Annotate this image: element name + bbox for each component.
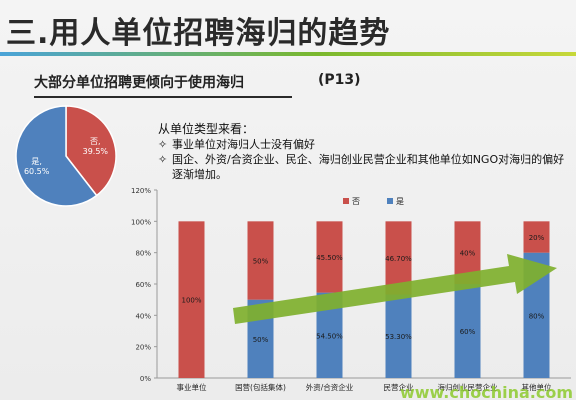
notes-heading: 从单位类型来看：: [158, 122, 255, 136]
y-tick-label: 40%: [135, 312, 151, 320]
x-tick-label: 国营(包括集体): [235, 382, 286, 392]
bar-segment-no: [523, 221, 550, 253]
pie-chart: 否, 39.5% 是, 60.5%: [15, 105, 117, 207]
data-label-yes: 80%: [529, 312, 545, 320]
bullet-icon: ✧: [158, 153, 168, 166]
legend-swatch: [387, 198, 393, 204]
bar-segment-yes: [454, 284, 481, 378]
note-text: 国企、外资/合资企业、民企、海归创业民营企业和其他单位如NGO对海归的偏好逐渐增…: [172, 153, 565, 181]
data-label-no: 45.50%: [316, 254, 343, 262]
pie-slice: [65, 105, 117, 197]
note-item: ✧ 事业单位对海归人士没有偏好: [158, 137, 570, 152]
x-tick-label: 事业单位: [177, 382, 207, 392]
x-tick-label: 外资/合资企业: [306, 382, 354, 392]
data-label-no: 20%: [529, 234, 545, 242]
data-label-yes: 60%: [460, 328, 476, 336]
bar-segment-yes: [385, 294, 412, 378]
trend-arrow: [233, 254, 557, 324]
watermark: www.chochina.com: [400, 383, 573, 400]
bar-segment-no: [178, 221, 205, 378]
bar-segment-no: [247, 221, 274, 300]
data-label-yes: 53.30%: [385, 333, 412, 341]
y-tick-label: 80%: [135, 250, 151, 258]
y-tick-label: 120%: [131, 187, 151, 195]
x-tick-label: 海归创业民营企业: [438, 382, 498, 392]
y-tick-label: 60%: [135, 281, 151, 289]
stacked-bar-chart: 0% 20% 40% 60% 80% 100% 120% 否 是 100% 事业单位 50% 50% 国营…: [131, 187, 573, 400]
pie-slice-label: 否, 39.5%: [83, 137, 109, 156]
data-label-yes: 50%: [253, 336, 269, 344]
pie-slice-label: 是, 60.5%: [24, 157, 50, 176]
data-label-no: 50%: [253, 258, 269, 266]
y-tick-label: 20%: [135, 344, 151, 352]
x-tick-label: 其他单位: [522, 382, 552, 392]
data-label-no: 40%: [460, 250, 476, 258]
subtitle-underline: [34, 96, 292, 98]
legend-swatch: [343, 198, 349, 204]
data-label-yes: 54.50%: [316, 332, 343, 340]
y-tick-label: 0%: [140, 375, 151, 383]
note-text: 事业单位对海归人士没有偏好: [172, 138, 315, 151]
legend-label: 否: [352, 197, 360, 206]
x-tick-label: 民营企业: [384, 382, 414, 392]
pie-slice: [15, 105, 98, 207]
data-label-no: 46.70%: [385, 255, 412, 263]
legend-label: 是: [396, 197, 404, 206]
note-item: ✧ 国企、外资/合资企业、民企、海归创业民营企业和其他单位如NGO对海归的偏好逐…: [158, 152, 570, 182]
page-reference: (P13): [318, 72, 361, 88]
trend-arrow-shape: [233, 254, 557, 324]
slide-subtitle: 大部分单位招聘更倾向于使用海归: [34, 75, 244, 91]
bullet-icon: ✧: [158, 138, 168, 151]
data-label-no: 100%: [181, 297, 201, 305]
bar-segment-no: [316, 221, 343, 293]
title-divider: [0, 52, 576, 56]
y-tick-label: 100%: [131, 218, 151, 226]
slide-title: 三.用人单位招聘海归的趋势: [6, 16, 391, 51]
notes-panel: 从单位类型来看： ✧ 事业单位对海归人士没有偏好 ✧ 国企、外资/合资企业、民企…: [158, 122, 570, 182]
